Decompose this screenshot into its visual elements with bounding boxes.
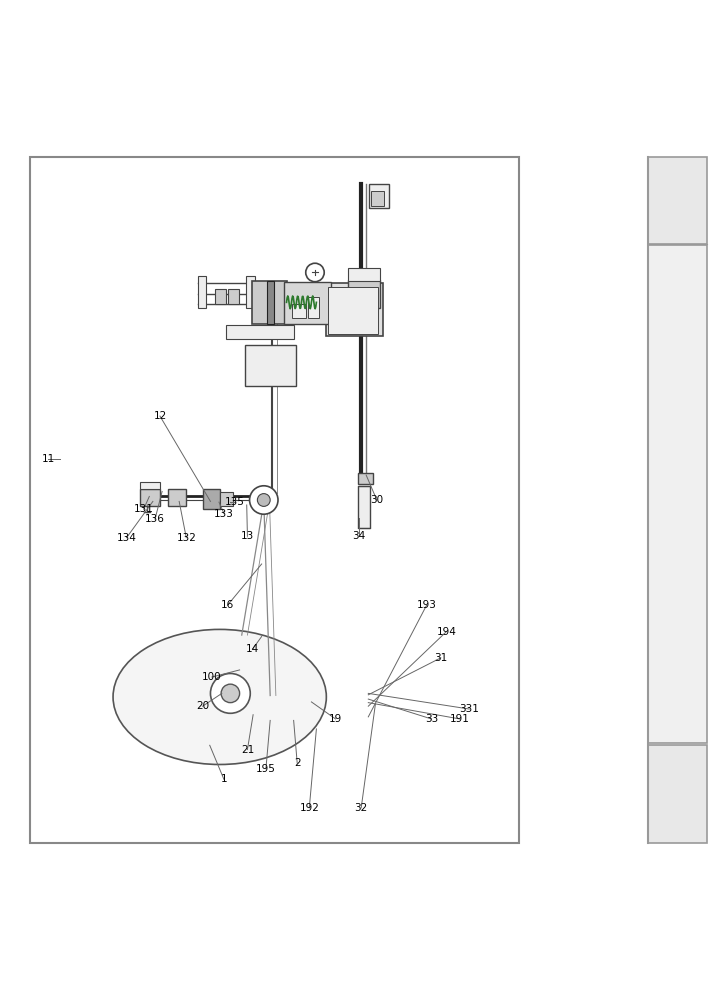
Text: 191: 191 <box>450 714 470 724</box>
Text: 32: 32 <box>355 803 368 813</box>
Bar <box>648 745 707 843</box>
Bar <box>30 157 519 843</box>
Text: 136: 136 <box>145 514 165 524</box>
Bar <box>246 276 255 308</box>
Text: 11: 11 <box>42 454 55 464</box>
Bar <box>292 304 306 318</box>
Text: 19: 19 <box>329 714 342 724</box>
Bar <box>198 276 206 308</box>
Bar <box>203 489 220 509</box>
Bar <box>371 191 384 206</box>
Text: 31: 31 <box>434 653 447 663</box>
Bar <box>228 289 239 304</box>
Bar <box>245 345 296 386</box>
Bar <box>284 282 331 324</box>
Text: 195: 195 <box>256 764 276 774</box>
Text: 133: 133 <box>214 509 234 519</box>
Text: 2: 2 <box>294 758 301 768</box>
Circle shape <box>306 263 324 282</box>
Text: 192: 192 <box>299 803 319 813</box>
Text: 33: 33 <box>425 714 438 724</box>
Bar <box>215 289 226 304</box>
Bar <box>308 297 319 318</box>
Bar <box>358 486 370 528</box>
Text: 134: 134 <box>117 533 137 543</box>
Bar <box>140 482 160 489</box>
Bar <box>348 280 380 308</box>
Text: 12: 12 <box>154 411 166 421</box>
Text: 30: 30 <box>370 495 383 505</box>
Text: 193: 193 <box>417 600 437 610</box>
Text: 131: 131 <box>134 504 154 514</box>
Bar <box>220 492 233 506</box>
Text: 194: 194 <box>437 627 456 637</box>
Bar <box>267 281 274 324</box>
Ellipse shape <box>113 629 326 764</box>
Bar <box>328 287 378 334</box>
Text: 16: 16 <box>221 600 234 610</box>
Text: 20: 20 <box>196 701 209 711</box>
Bar <box>648 157 707 244</box>
Text: 34: 34 <box>353 531 365 541</box>
Circle shape <box>257 494 270 506</box>
Text: 13: 13 <box>241 531 254 541</box>
Circle shape <box>210 673 250 713</box>
Bar <box>348 268 380 281</box>
Circle shape <box>250 486 278 514</box>
Circle shape <box>221 684 240 703</box>
Bar <box>168 489 186 506</box>
Text: 132: 132 <box>176 533 196 543</box>
Bar <box>648 245 707 743</box>
Text: 100: 100 <box>202 672 222 682</box>
Bar <box>326 283 383 336</box>
Text: 14: 14 <box>246 644 259 654</box>
Text: 21: 21 <box>241 745 254 755</box>
Text: 331: 331 <box>459 704 479 714</box>
Bar <box>252 281 287 324</box>
Bar <box>358 473 373 484</box>
Bar <box>226 325 294 339</box>
Text: 1: 1 <box>220 774 228 784</box>
Text: 135: 135 <box>225 497 245 507</box>
Bar <box>369 184 389 208</box>
Bar <box>140 489 160 506</box>
